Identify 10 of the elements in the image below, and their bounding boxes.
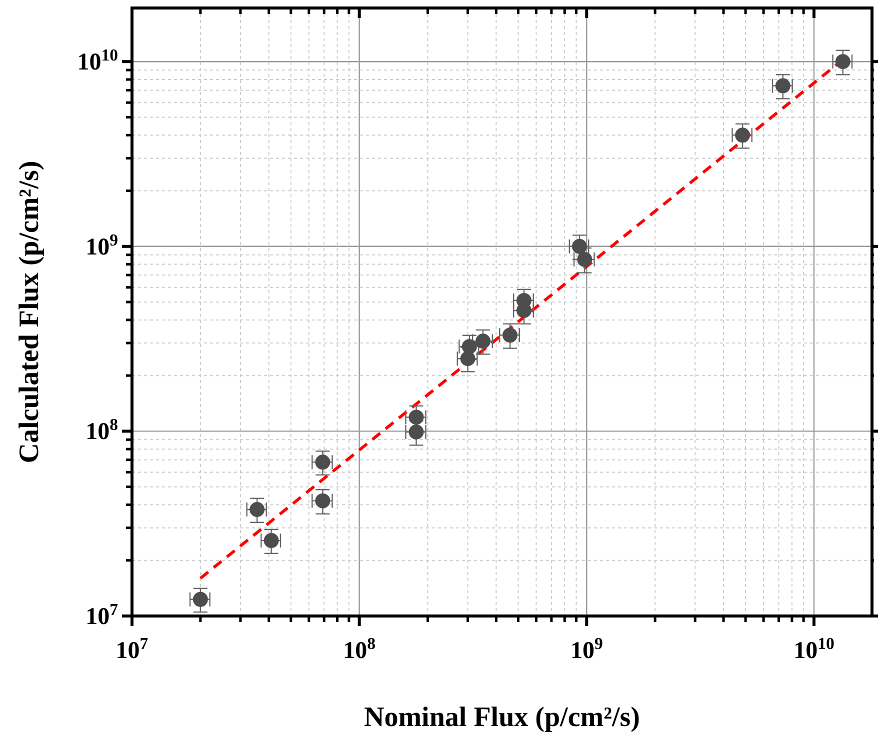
y-tick-label: 10$^{7}$ bbox=[86, 600, 118, 630]
y-axis-title: Calculated Flux (p/cm²/s) bbox=[14, 160, 45, 464]
y-tick-label: 10$^{10}$ bbox=[77, 45, 118, 76]
x-tick-label: 10$^{7}$ bbox=[116, 634, 148, 664]
x-tick-label: 10$^{10}$ bbox=[794, 634, 834, 664]
y-tick-label: 10$^{8}$ bbox=[86, 414, 118, 446]
x-tick-label: 10$^{9}$ bbox=[570, 634, 603, 664]
y-tick-label: 10$^{9}$ bbox=[86, 230, 118, 260]
x-axis-title: Nominal Flux (p/cm²/s) bbox=[364, 702, 640, 733]
x-tick-label: 10$^{8}$ bbox=[343, 634, 376, 664]
